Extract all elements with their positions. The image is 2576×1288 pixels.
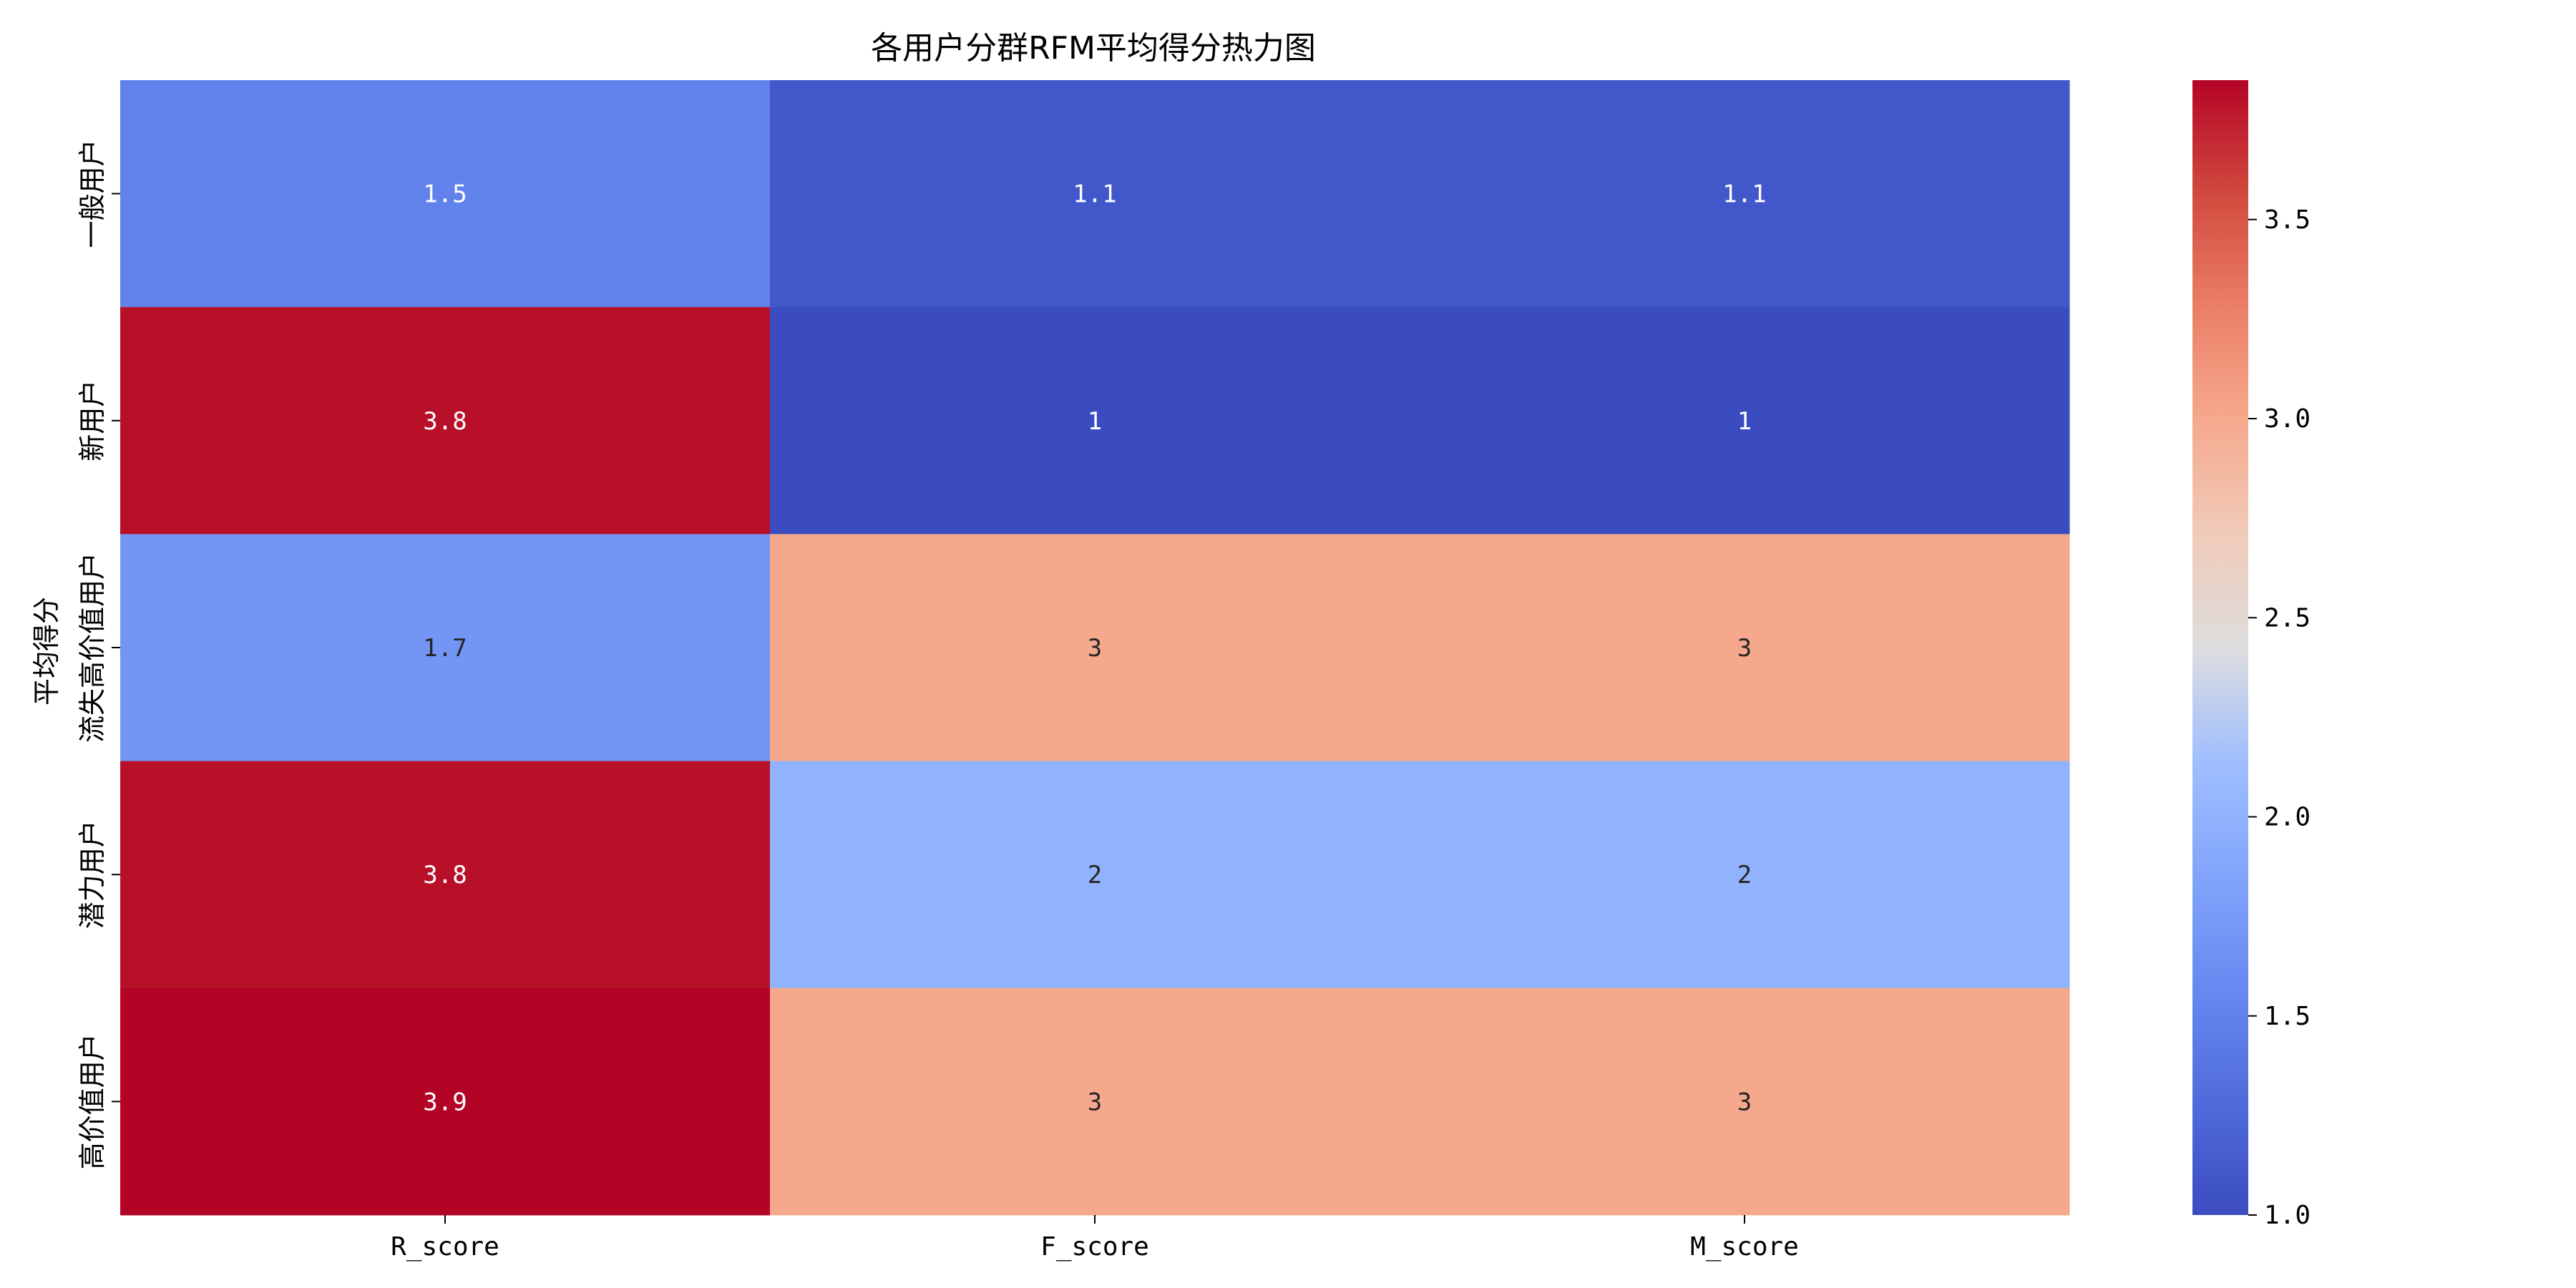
- heatmap-cell: [1420, 307, 2070, 535]
- heatmap-cell: [770, 80, 1420, 308]
- colorbar: 1.0 1.5 2.0 2.5 3.0 3.5: [2192, 80, 2311, 1230]
- cell-annotations: 1.5 1.1 1.1 3.8 1 1 1.7 3 3 3.8 2 2 3.9 3 3: [423, 180, 1766, 1117]
- colorbar-tick-label: 3.0: [2264, 404, 2311, 434]
- heatmap-cell: [1420, 534, 2070, 762]
- cell-annotation: 3.9: [423, 1088, 467, 1116]
- cell-annotation: 1.5: [423, 180, 467, 209]
- cell-annotation: 3: [1737, 634, 1752, 663]
- cell-annotation: 3: [1737, 1088, 1752, 1116]
- x-axis-ticks: R_score F_score M_score: [391, 1215, 1799, 1262]
- y-tick-label: 潜力用户: [77, 820, 108, 929]
- cell-annotation: 1.7: [423, 634, 467, 663]
- heatmap-cell: [770, 534, 1420, 762]
- heatmap-cells: [120, 80, 2070, 1216]
- heatmap-cell: [1420, 987, 2070, 1216]
- colorbar-gradient: [2192, 80, 2248, 1215]
- cell-annotation: 1.1: [1722, 180, 1766, 209]
- y-tick-label: 流失高价值用户: [77, 552, 108, 743]
- heatmap-cell: [120, 307, 771, 535]
- heatmap-cell: [770, 307, 1420, 535]
- cell-annotation: 2: [1088, 861, 1102, 889]
- heatmap-cell: [1420, 80, 2070, 308]
- x-tick-label: M_score: [1690, 1232, 1799, 1262]
- heatmap-cell: [120, 761, 771, 989]
- cell-annotation: 3.8: [423, 861, 467, 889]
- y-tick-label: 新用户: [77, 380, 108, 462]
- heatmap-cell: [1420, 761, 2070, 989]
- cell-annotation: 1: [1737, 407, 1752, 436]
- heatmap-cell: [120, 987, 771, 1216]
- heatmap-cell: [120, 80, 771, 308]
- cell-annotation: 3: [1088, 1088, 1102, 1116]
- colorbar-tick-label: 1.0: [2264, 1201, 2311, 1230]
- chart-title: 各用户分群RFM平均得分热力图: [871, 30, 1316, 67]
- x-tick-label: F_score: [1040, 1232, 1149, 1262]
- y-tick-label: 一般用户: [77, 140, 108, 248]
- cell-annotation: 1: [1088, 407, 1102, 436]
- x-tick-label: R_score: [391, 1232, 499, 1262]
- colorbar-tick-label: 2.5: [2264, 603, 2311, 633]
- cell-annotation: 3.8: [423, 407, 467, 436]
- y-tick-label: 高价值用户: [77, 1033, 108, 1169]
- heatmap-cell: [770, 987, 1420, 1216]
- cell-annotation: 1.1: [1073, 180, 1116, 209]
- y-axis-label: 平均得分: [31, 597, 62, 706]
- colorbar-tick-label: 1.5: [2264, 1002, 2311, 1031]
- heatmap-cell: [770, 761, 1420, 989]
- cell-annotation: 3: [1088, 634, 1102, 663]
- heatmap-cell: [120, 534, 771, 762]
- colorbar-tick-label: 2.0: [2264, 803, 2311, 832]
- cell-annotation: 2: [1737, 861, 1752, 889]
- colorbar-tick-label: 3.5: [2264, 205, 2311, 235]
